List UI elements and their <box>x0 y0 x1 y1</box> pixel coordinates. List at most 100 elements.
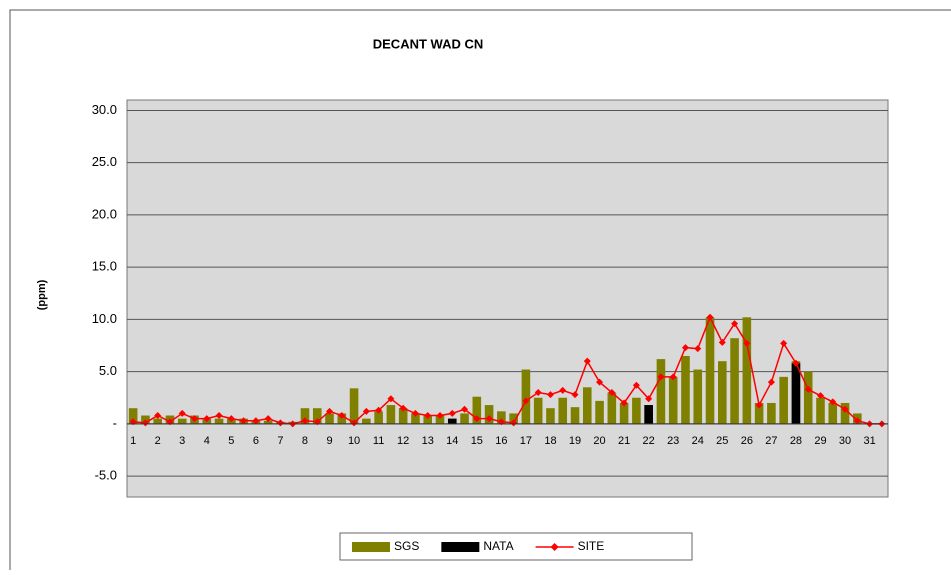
marker <box>608 389 616 397</box>
marker <box>657 373 665 381</box>
bar <box>362 418 371 424</box>
marker <box>387 395 395 403</box>
x-tick-label: 19 <box>569 435 581 447</box>
bar <box>632 397 641 424</box>
marker <box>804 385 812 393</box>
bar <box>509 413 518 424</box>
bar <box>484 405 494 424</box>
y-tick-label: 20.0 <box>92 206 117 221</box>
x-tick-label: 3 <box>179 435 185 447</box>
bar <box>742 317 752 424</box>
x-tick-label: 15 <box>471 435 483 447</box>
bar <box>693 369 703 424</box>
legend-marker <box>550 543 559 551</box>
bar <box>411 413 420 424</box>
marker <box>362 407 370 415</box>
marker <box>829 398 837 406</box>
x-tick-label: 17 <box>520 435 532 447</box>
y-tick-label: - <box>113 415 117 430</box>
bar <box>312 408 322 424</box>
legend-label: SGS <box>394 539 419 553</box>
plot-area <box>126 99 889 498</box>
x-tick-label: 24 <box>692 435 704 447</box>
marker <box>816 392 824 400</box>
marker <box>767 378 775 386</box>
marker <box>546 391 554 399</box>
x-tick-label: 31 <box>863 435 875 447</box>
bar <box>668 376 678 424</box>
marker <box>706 313 714 321</box>
marker <box>669 373 677 381</box>
bar <box>828 402 838 424</box>
marker <box>853 417 861 425</box>
x-tick-label: 13 <box>422 435 434 447</box>
bar <box>840 402 850 424</box>
bar <box>570 407 580 424</box>
bar <box>497 411 506 424</box>
marker <box>755 401 763 409</box>
marker <box>301 417 309 425</box>
marker <box>731 320 739 328</box>
marker <box>326 407 334 415</box>
bar <box>619 402 629 424</box>
marker <box>718 338 726 346</box>
marker <box>424 412 432 420</box>
bar <box>582 387 592 424</box>
x-tick-label: 9 <box>326 435 332 447</box>
legend-box <box>339 532 693 561</box>
y-tick-label: 5.0 <box>99 363 117 378</box>
marker <box>461 405 469 413</box>
bar <box>472 396 482 424</box>
marker <box>276 419 284 427</box>
chart-title: DECANT WAD CN <box>373 36 484 51</box>
bar <box>803 371 813 424</box>
bar <box>423 415 433 424</box>
x-tick-label: 6 <box>253 435 259 447</box>
bar <box>730 338 739 424</box>
x-tick-label: 11 <box>373 435 384 447</box>
x-tick-label: 2 <box>155 435 161 447</box>
bar <box>435 415 445 424</box>
bar <box>325 413 334 424</box>
y-tick-label: -5.0 <box>95 468 117 483</box>
marker <box>338 412 346 420</box>
marker <box>596 378 604 386</box>
x-tick-label: 25 <box>716 435 728 447</box>
bar <box>128 408 138 424</box>
marker <box>448 409 456 417</box>
marker <box>473 415 481 423</box>
x-tick-label: 28 <box>790 435 802 447</box>
marker <box>510 419 518 427</box>
x-tick-label: 16 <box>495 435 507 447</box>
marker <box>350 419 358 427</box>
bar <box>558 397 568 424</box>
marker <box>154 412 162 420</box>
y-tick-label: 30.0 <box>92 102 117 117</box>
marker <box>399 404 407 412</box>
bar <box>300 408 310 424</box>
bar <box>214 418 224 424</box>
legend-swatch <box>352 542 390 552</box>
x-tick-label: 29 <box>814 435 826 447</box>
bar <box>349 388 359 424</box>
marker <box>375 406 383 414</box>
bar <box>374 411 383 424</box>
bar <box>460 413 469 424</box>
marker <box>411 409 419 417</box>
x-tick-label: 8 <box>302 435 308 447</box>
marker <box>559 386 567 394</box>
marker <box>227 415 235 423</box>
bar <box>153 418 162 424</box>
marker <box>632 381 640 389</box>
bar <box>681 355 690 424</box>
y-tick-label: 15.0 <box>92 259 117 274</box>
marker <box>522 397 530 405</box>
bar <box>263 420 273 424</box>
bar <box>791 363 801 424</box>
bar <box>177 418 187 424</box>
x-tick-label: 7 <box>277 435 283 447</box>
x-tick-label: 4 <box>204 435 210 447</box>
bar <box>705 317 715 424</box>
marker <box>681 344 689 352</box>
